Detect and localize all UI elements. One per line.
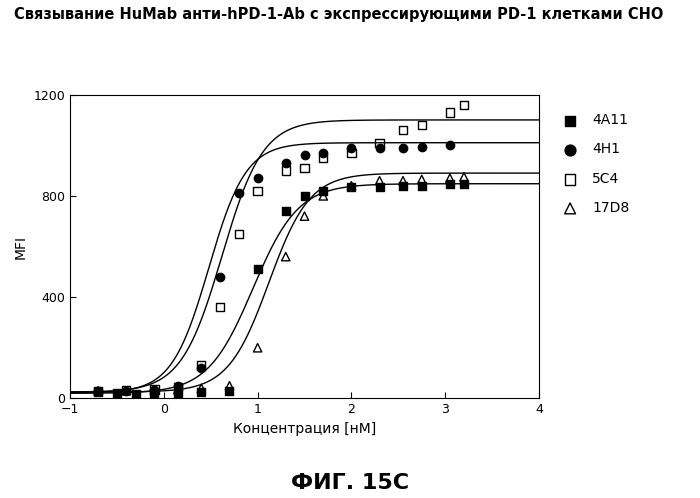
17D8 (224, 382, 235, 390)
17D8 (444, 174, 456, 182)
4A11 (318, 187, 329, 195)
17D8 (92, 387, 104, 395)
4A11 (172, 389, 183, 397)
4A11 (196, 388, 207, 396)
17D8 (299, 212, 310, 220)
4A11 (458, 180, 470, 188)
5C4 (346, 149, 357, 157)
5C4 (196, 362, 207, 370)
4A11 (299, 192, 310, 200)
5C4 (233, 230, 244, 238)
4A11 (280, 207, 291, 215)
17D8 (196, 384, 207, 392)
4A11 (130, 390, 141, 398)
17D8 (374, 177, 385, 185)
5C4 (458, 101, 470, 109)
17D8 (398, 177, 409, 185)
4H1 (120, 387, 132, 395)
17D8 (346, 182, 357, 190)
5C4 (92, 387, 104, 395)
17D8 (120, 387, 132, 395)
5C4 (172, 383, 183, 391)
X-axis label: Концентрация [нМ]: Концентрация [нМ] (233, 422, 376, 436)
4H1 (196, 364, 207, 372)
17D8 (252, 344, 263, 352)
17D8 (149, 386, 160, 394)
4A11 (224, 387, 235, 395)
17D8 (280, 252, 291, 260)
5C4 (299, 164, 310, 172)
4A11 (92, 388, 104, 396)
4A11 (346, 183, 357, 191)
5C4 (374, 139, 385, 147)
5C4 (318, 154, 329, 162)
4A11 (149, 389, 160, 397)
4A11 (398, 182, 409, 190)
4A11 (416, 182, 427, 190)
4A11 (111, 389, 122, 397)
17D8 (458, 173, 470, 181)
4H1 (444, 141, 456, 149)
17D8 (416, 175, 427, 183)
4H1 (252, 174, 263, 182)
4H1 (149, 385, 160, 393)
4H1 (374, 144, 385, 152)
5C4 (149, 385, 160, 393)
4H1 (172, 382, 183, 390)
5C4 (214, 303, 225, 311)
5C4 (444, 109, 456, 117)
5C4 (120, 386, 132, 394)
5C4 (252, 187, 263, 195)
17D8 (172, 385, 183, 393)
5C4 (416, 121, 427, 129)
4H1 (318, 149, 329, 157)
Legend: 4A11, 4H1, 5C4, 17D8: 4A11, 4H1, 5C4, 17D8 (551, 108, 635, 221)
17D8 (318, 192, 329, 200)
4H1 (214, 273, 225, 281)
4A11 (444, 180, 456, 188)
4H1 (398, 144, 409, 152)
5C4 (280, 166, 291, 174)
4H1 (92, 387, 104, 395)
4A11 (374, 183, 385, 191)
4H1 (233, 189, 244, 197)
Text: Связывание HuMab анти-hPD-1-Ab с экспрессирующими PD-1 клетками СНО: Связывание HuMab анти-hPD-1-Ab с экспрес… (14, 7, 664, 22)
4H1 (346, 144, 357, 152)
Y-axis label: MFI: MFI (14, 235, 28, 258)
4A11 (252, 265, 263, 273)
4H1 (416, 142, 427, 150)
Text: ФИГ. 15С: ФИГ. 15С (291, 473, 409, 493)
5C4 (398, 126, 409, 134)
4H1 (299, 151, 310, 159)
4H1 (280, 159, 291, 167)
